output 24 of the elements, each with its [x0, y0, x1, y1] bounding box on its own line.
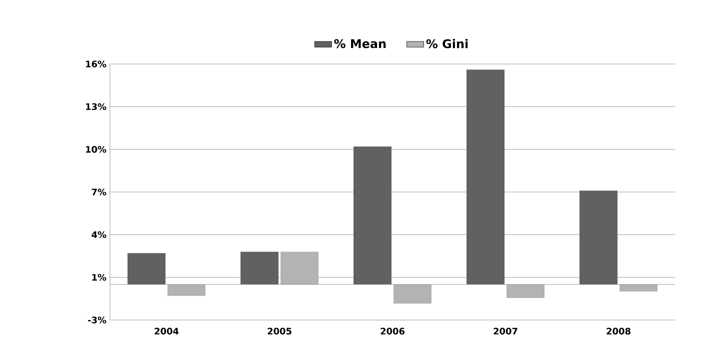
y-tick-label: 13% [86, 103, 106, 110]
bar [354, 146, 392, 284]
bar [466, 70, 505, 284]
bar [620, 284, 658, 292]
bar [506, 284, 545, 298]
y-tick-label: 16% [86, 60, 106, 68]
x-tick-label: 2004 [154, 328, 179, 335]
bar [394, 284, 432, 304]
y-tick-label: 7% [92, 188, 106, 196]
x-tick-label: 2006 [380, 328, 405, 335]
bar [128, 253, 166, 284]
bar [168, 284, 206, 296]
legend-label: % Mean [334, 39, 386, 48]
x-tick-label: 2005 [268, 328, 292, 335]
legend-label: % Gini [426, 39, 468, 48]
y-tick-label: -3% [88, 316, 106, 324]
x-tick-label: 2008 [606, 328, 630, 335]
bar [580, 190, 618, 284]
bar [280, 252, 319, 284]
bar [240, 252, 279, 284]
x-tick-label: 2007 [494, 328, 518, 335]
y-tick-label: 4% [92, 231, 106, 238]
y-tick-label: 10% [86, 146, 106, 153]
y-tick-label: 1% [92, 274, 106, 281]
